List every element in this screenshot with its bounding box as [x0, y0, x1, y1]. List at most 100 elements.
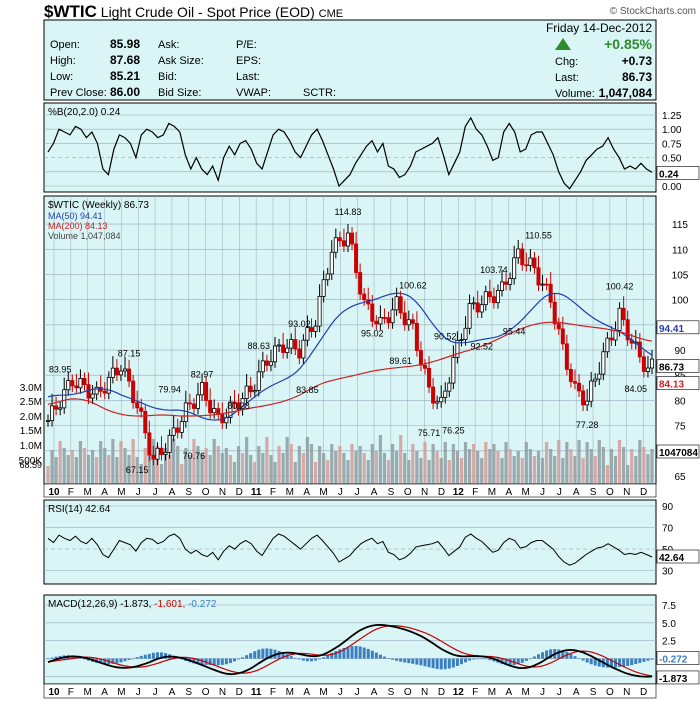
ma200-badge-box	[656, 376, 700, 390]
volume-bar	[326, 460, 330, 484]
price-label: $WTIC (Weekly) 86.73	[48, 200, 149, 211]
macd-histogram-bar	[318, 658, 322, 660]
candle-body	[264, 360, 269, 366]
month-label: S	[590, 487, 597, 498]
volume-bar	[322, 453, 326, 484]
price-annotation: 89.61	[389, 356, 412, 366]
volume-label: Volume:	[555, 88, 595, 100]
volume-bar	[342, 453, 346, 484]
volume-bar	[297, 446, 301, 484]
candle-body	[163, 451, 168, 455]
candle-body	[171, 427, 176, 436]
candle-body	[382, 317, 387, 319]
candle-body	[212, 408, 217, 414]
month-label: A	[573, 487, 580, 498]
candle-body	[358, 272, 363, 295]
rsi-axis-label: 70	[662, 524, 674, 535]
candle-body	[650, 358, 655, 369]
month-label: O	[202, 487, 210, 498]
macd-histogram-bar	[253, 651, 257, 659]
volume-bar	[261, 453, 265, 484]
candle-body	[447, 382, 452, 392]
last-value: 86.73	[622, 70, 652, 84]
volume-bar	[82, 448, 87, 484]
candle-body	[175, 427, 180, 433]
exchange: CME	[318, 8, 344, 20]
volume-bar	[95, 457, 99, 484]
volume-bar	[476, 451, 480, 484]
macd-histogram-bar	[285, 654, 289, 659]
macd-histogram-bar	[447, 658, 451, 669]
macd-histogram-bar	[504, 658, 508, 666]
volume-bar	[561, 458, 565, 484]
volume-bar	[265, 437, 269, 484]
macd-histogram-bar	[618, 658, 622, 667]
volume-bar	[358, 446, 362, 484]
macd-histogram-bar	[577, 658, 581, 659]
month-label: 12	[453, 487, 465, 498]
month-label: A	[101, 487, 108, 498]
macd-histogram-bar	[472, 658, 476, 660]
candle-body	[641, 356, 646, 372]
macd-histogram-bar	[54, 656, 58, 659]
candle-body	[159, 447, 164, 455]
candle-body	[467, 303, 472, 329]
volume-bar	[642, 447, 646, 484]
candle-body	[350, 232, 355, 245]
macd-histogram-bar	[362, 647, 366, 659]
macd-histogram-bar	[220, 658, 224, 665]
volume-bar	[411, 444, 415, 484]
volume-bar	[573, 456, 577, 484]
volume-bar	[74, 457, 78, 484]
macd-label: MACD(12,26,9) -1.873, -1.601, -0.272	[48, 599, 217, 610]
macd-histogram-bar	[435, 658, 439, 669]
candle-body	[341, 240, 346, 247]
volume-bar	[354, 451, 358, 484]
candle-body	[309, 327, 314, 332]
candle-body	[317, 295, 322, 327]
quote-label: High:	[50, 55, 76, 67]
volume-bar	[455, 451, 460, 484]
volume-bar	[427, 460, 431, 484]
rsi-line	[47, 533, 653, 566]
pctb-line	[47, 116, 653, 190]
volume-bar	[500, 458, 504, 484]
volume-bar	[249, 455, 253, 484]
macd-histogram-bar	[407, 658, 411, 664]
month-label-bottom: D	[640, 687, 647, 698]
macd-histogram-bar	[536, 654, 540, 659]
macd-histogram-bar	[573, 656, 577, 659]
macd-histogram-bar	[455, 658, 459, 666]
macd-histogram-bar	[293, 657, 297, 659]
candle-body	[46, 420, 51, 422]
volume-bar	[330, 444, 334, 484]
volume-bar	[188, 455, 192, 484]
pctb-last-badge: 0.24	[659, 169, 679, 180]
macd-histogram-bar	[585, 658, 589, 663]
volume-bar	[362, 453, 366, 484]
candle-body	[131, 380, 136, 404]
candle-body	[74, 385, 79, 389]
pct-change: +0.85%	[604, 36, 652, 52]
candle-body	[605, 337, 610, 353]
month-label-bottom: M	[286, 687, 294, 698]
macd-histogram-bar	[346, 646, 350, 659]
macd-histogram-bar	[516, 658, 520, 665]
volume-bar	[123, 448, 127, 484]
macd-histogram-bar	[257, 649, 261, 659]
volume-bar	[569, 449, 573, 484]
month-label: M	[488, 487, 496, 498]
candle-body	[127, 368, 132, 382]
rsi-label: RSI(14) 42.64	[48, 504, 111, 515]
candle-body	[268, 361, 273, 366]
candle-body	[118, 370, 123, 376]
volume-bar	[581, 458, 585, 484]
month-label: O	[404, 487, 412, 498]
month-axis-bottom	[43, 683, 657, 699]
volume-bar	[609, 449, 614, 484]
candle-body	[585, 400, 590, 406]
volume-axis-label: 2.5M	[20, 397, 42, 408]
pctb-label: %B(20,2.0) 0.24	[48, 107, 121, 118]
month-label-bottom: N	[219, 687, 226, 698]
